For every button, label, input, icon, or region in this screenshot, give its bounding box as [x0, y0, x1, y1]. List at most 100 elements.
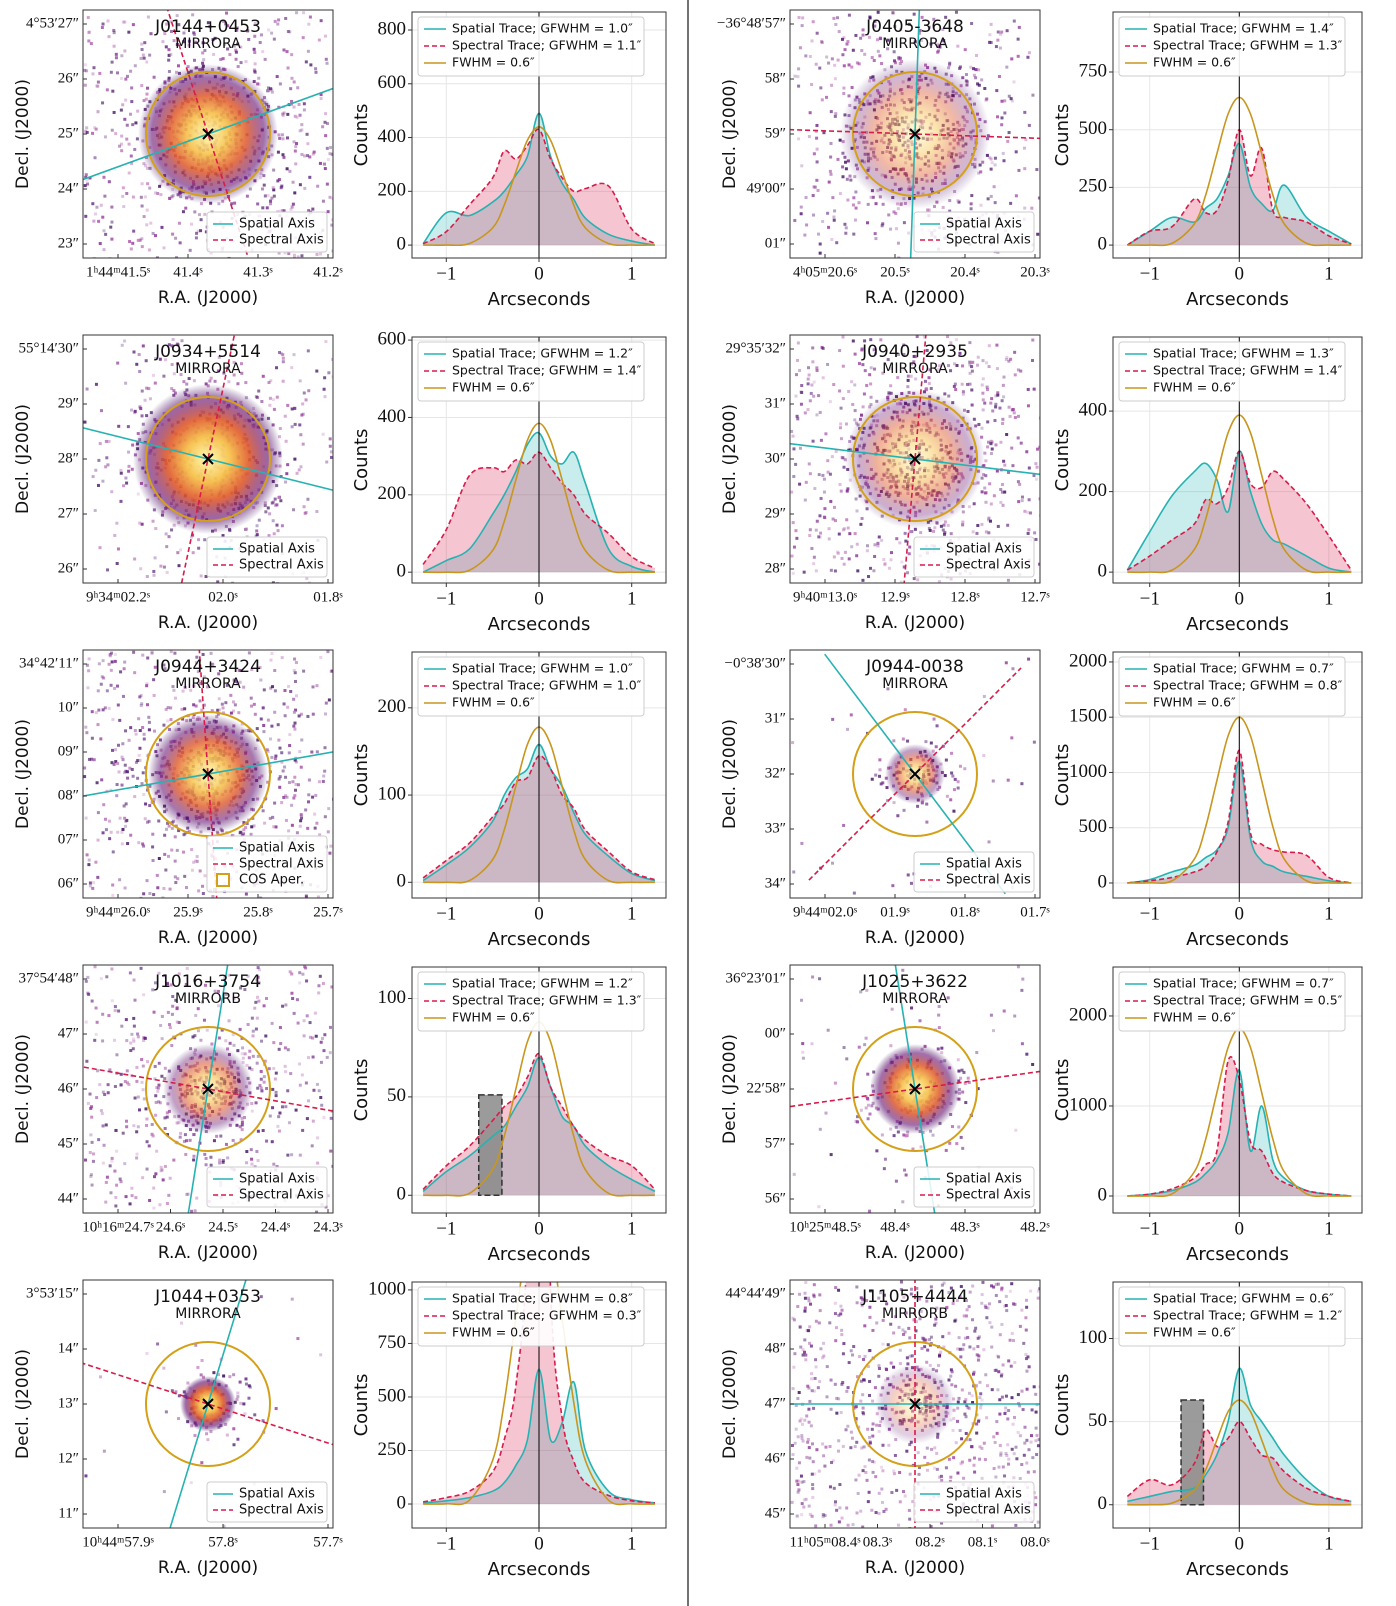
source-pixel [240, 833, 244, 837]
noise-pixel [319, 19, 323, 23]
noise-pixel [240, 371, 244, 375]
noise-pixel [260, 187, 264, 191]
noise-pixel [1034, 462, 1038, 466]
noise-pixel [277, 18, 281, 22]
noise-pixel [270, 755, 274, 759]
noise-pixel [1031, 93, 1035, 97]
noise-pixel [969, 361, 973, 365]
noise-pixel [173, 651, 177, 655]
noise-pixel [85, 853, 89, 857]
noise-pixel [792, 545, 796, 549]
source-pixel [182, 833, 186, 837]
source-pixel [284, 439, 288, 443]
spectral-axis [808, 667, 1022, 881]
source-pixel [896, 376, 900, 380]
noise-pixel [144, 359, 148, 363]
noise-pixel [330, 455, 333, 459]
noise-pixel [294, 162, 298, 166]
source-pixel [255, 395, 259, 399]
noise-pixel [89, 42, 93, 46]
noise-pixel [111, 883, 115, 887]
y-axis-label: Decl. (J2000) [13, 404, 33, 514]
noise-pixel [991, 779, 995, 783]
noise-pixel [103, 706, 107, 710]
noise-pixel [300, 254, 304, 258]
noise-pixel [244, 60, 248, 64]
noise-pixel [197, 213, 201, 217]
noise-pixel [205, 1028, 209, 1032]
source-pixel [293, 191, 297, 195]
noise-pixel [792, 870, 796, 874]
source-pixel [956, 780, 960, 784]
noise-pixel [123, 763, 127, 767]
source-pixel [225, 11, 229, 15]
source-pixel [197, 538, 201, 542]
noise-pixel [325, 1055, 329, 1059]
source-pixel [202, 703, 206, 707]
noise-pixel [829, 568, 833, 572]
source-pixel [187, 830, 191, 834]
noise-pixel [317, 780, 321, 784]
source-pixel [913, 527, 917, 531]
noise-pixel [261, 374, 265, 378]
source-pixel [271, 519, 275, 523]
image-panel: J0934+5514MIRRORA55°14′30″29″28″27″26″9ʰ… [13, 334, 343, 633]
source-pixel [268, 816, 272, 820]
noise-pixel [114, 760, 118, 764]
noise-pixel [250, 1162, 254, 1166]
noise-pixel [1011, 464, 1015, 468]
noise-pixel [123, 49, 127, 53]
image-panel: J0944-0038MIRRORA−0°38′30″31″32″33″34″9ʰ… [720, 649, 1050, 948]
ra-tick-label: 20.3ˢ [1020, 264, 1049, 280]
noise-pixel [148, 891, 152, 895]
noise-pixel [906, 374, 910, 378]
noise-pixel [295, 115, 299, 119]
noise-pixel [1003, 111, 1007, 115]
noise-pixel [123, 339, 127, 343]
noise-pixel [110, 490, 114, 494]
source-pixel [847, 63, 851, 67]
source-pixel [311, 685, 315, 689]
noise-pixel [169, 29, 173, 33]
noise-pixel [151, 988, 155, 992]
noise-pixel [145, 1140, 149, 1144]
noise-pixel [323, 395, 327, 399]
noise-pixel [277, 1047, 281, 1051]
source-pixel [828, 169, 832, 173]
cos-aperture [145, 71, 271, 197]
noise-pixel [278, 136, 282, 140]
noise-pixel [818, 251, 822, 255]
noise-pixel [152, 1175, 156, 1179]
noise-pixel [162, 886, 166, 890]
source-pixel [293, 788, 297, 792]
noise-pixel [800, 164, 804, 168]
ra-tick-label: 01.9ˢ [880, 904, 909, 920]
noise-pixel [806, 377, 810, 381]
noise-pixel [138, 369, 142, 373]
ra-tick-label: 41.4ˢ [173, 264, 202, 280]
noise-pixel [255, 978, 259, 982]
noise-pixel [184, 1152, 188, 1156]
noise-pixel [153, 729, 157, 733]
noise-pixel [116, 684, 120, 688]
noise-pixel [854, 190, 858, 194]
noise-pixel [195, 859, 199, 863]
noise-pixel [311, 1036, 315, 1040]
source-pixel [268, 512, 272, 516]
noise-pixel [873, 543, 877, 547]
noise-pixel [307, 778, 311, 782]
source-pixel [129, 154, 133, 158]
noise-pixel [831, 517, 835, 521]
noise-pixel [903, 531, 907, 535]
noise-pixel [968, 363, 972, 367]
noise-pixel [130, 467, 134, 471]
noise-pixel [283, 251, 287, 255]
noise-pixel [142, 56, 146, 60]
source-pixel [989, 502, 993, 506]
source-pixel [989, 442, 993, 446]
noise-pixel [1032, 387, 1036, 391]
noise-pixel [302, 108, 306, 112]
source-pixel [173, 835, 177, 839]
source-pixel [880, 224, 884, 228]
